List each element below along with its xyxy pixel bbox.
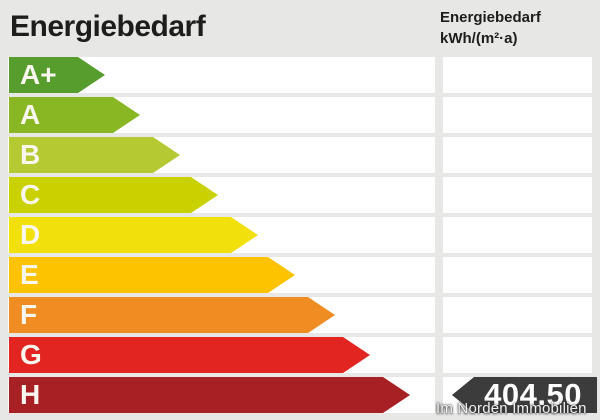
- row-cell-right: [443, 257, 592, 293]
- class-arrow-a: A: [9, 97, 140, 133]
- class-label: G: [20, 339, 42, 370]
- class-arrow-c: C: [9, 177, 218, 213]
- unit-header-line2: kWh/(m²·a): [440, 30, 518, 47]
- unit-header-line1: Energiebedarf: [440, 9, 541, 26]
- row-cell-right: [443, 57, 592, 93]
- class-arrow-e: E: [9, 257, 295, 293]
- class-label: A: [20, 99, 41, 130]
- scale-row-a-plus: A+: [0, 57, 600, 93]
- scale-row-c: C: [0, 177, 600, 213]
- class-label: F: [20, 299, 38, 330]
- scale-row-g: G: [0, 337, 600, 373]
- class-label: C: [20, 179, 41, 210]
- unit-header: Energiebedarf kWh/(m²·a): [440, 7, 541, 49]
- class-arrow-b: B: [9, 137, 180, 173]
- class-label: B: [20, 139, 41, 170]
- class-arrow-f: F: [9, 297, 335, 333]
- class-label: D: [20, 219, 41, 250]
- class-arrow-g: G: [9, 337, 370, 373]
- class-label: A+: [20, 59, 57, 90]
- class-arrow-d: D: [9, 217, 258, 253]
- row-cell-right: [443, 137, 592, 173]
- row-cell-right: [443, 297, 592, 333]
- row-cell-right: [443, 97, 592, 133]
- scale-row-f: F: [0, 297, 600, 333]
- scale-row-b: B: [0, 137, 600, 173]
- energy-scale: A+ A B C D: [0, 57, 600, 417]
- row-cell-right: [443, 337, 592, 373]
- page-title: Energiebedarf: [10, 10, 206, 43]
- scale-row-d: D: [0, 217, 600, 253]
- class-arrow-h: H: [9, 377, 410, 413]
- class-label: H: [20, 379, 41, 410]
- watermark: Im Norden Immobilien: [436, 400, 587, 417]
- value-tag: 404.50: [452, 377, 597, 413]
- class-label: E: [20, 259, 39, 290]
- scale-row-e: E: [0, 257, 600, 293]
- value-text: 404.50: [484, 377, 582, 412]
- scale-row-a: A: [0, 97, 600, 133]
- row-cell-right: [443, 177, 592, 213]
- row-cell-right: [443, 217, 592, 253]
